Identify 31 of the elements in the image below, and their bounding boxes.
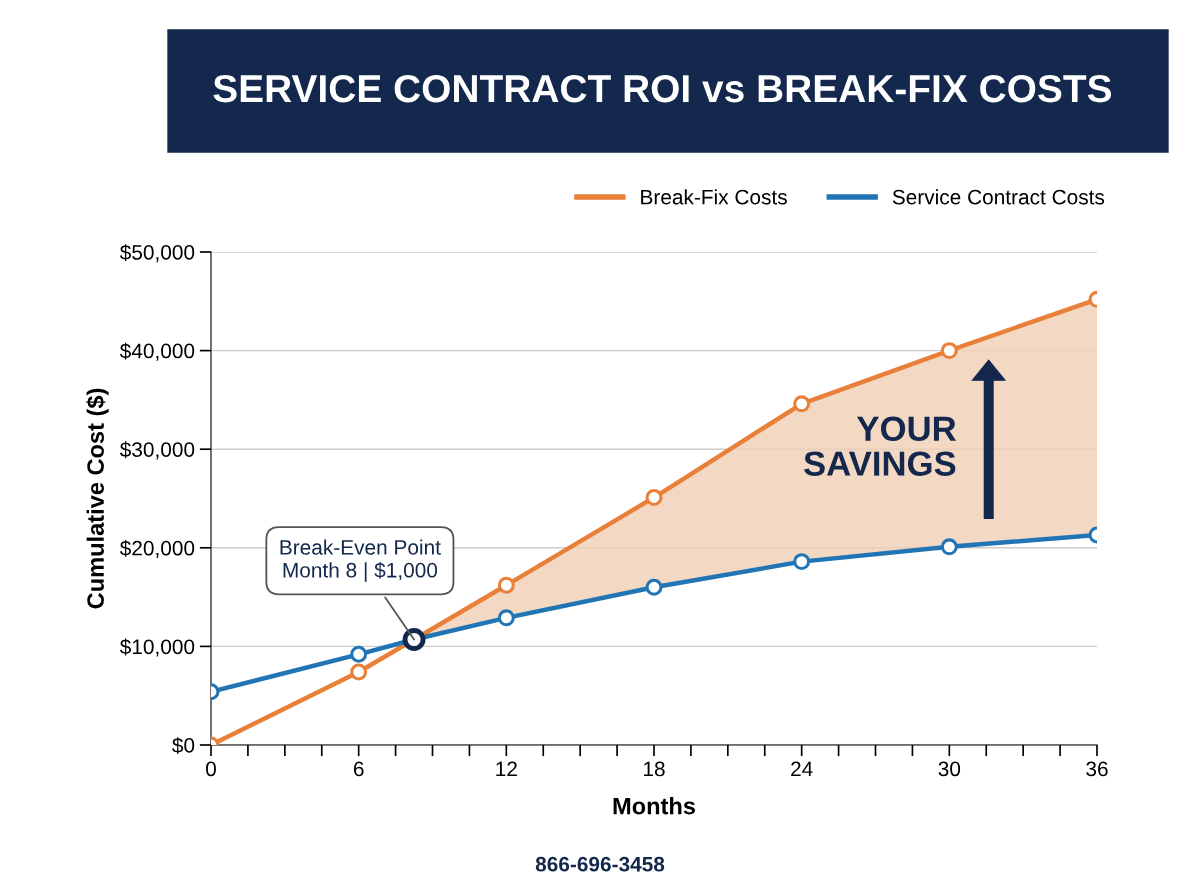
point [350,645,368,663]
chart-title: SERVICE CONTRACT ROI vs BREAK-FIX COSTS [213,74,1112,103]
text: 866-696-3458 [535,856,665,872]
y-tick-label: $50,000 [119,244,195,263]
x-tick-label: 36 [1086,761,1108,777]
x-tick-label: 18 [644,761,665,777]
x-tick-label: 12 [496,761,517,777]
x-tick-label: 30 [938,761,961,777]
point [793,395,811,413]
point [645,489,663,506]
y-axis-title: Cumulative Cost ($) [86,388,109,609]
legend-label: Service Contract Costs [892,189,1105,205]
point [940,342,958,360]
x-tick-label: 6 [353,761,364,777]
x-axis-title: Months [613,797,695,815]
y-tick-label: $0 [172,737,195,754]
point [497,576,515,594]
point [940,538,958,556]
legend-label: Break-Fix Costs [641,189,787,205]
point [350,663,368,681]
point [645,578,663,596]
annotation: Break-Even Point Month 8 | $1,000 [280,539,441,582]
x-tick-label: 24 [791,761,813,777]
y-tick-label: $20,000 [119,539,195,559]
y-tick-label: $40,000 [119,342,195,361]
point [497,609,515,627]
x-tick-label: 0 [206,761,216,777]
y-tick-label: $30,000 [119,441,195,460]
point [793,553,811,571]
y-tick-label: $10,000 [119,638,195,657]
annotation: YOUR SAVINGS [803,416,956,476]
